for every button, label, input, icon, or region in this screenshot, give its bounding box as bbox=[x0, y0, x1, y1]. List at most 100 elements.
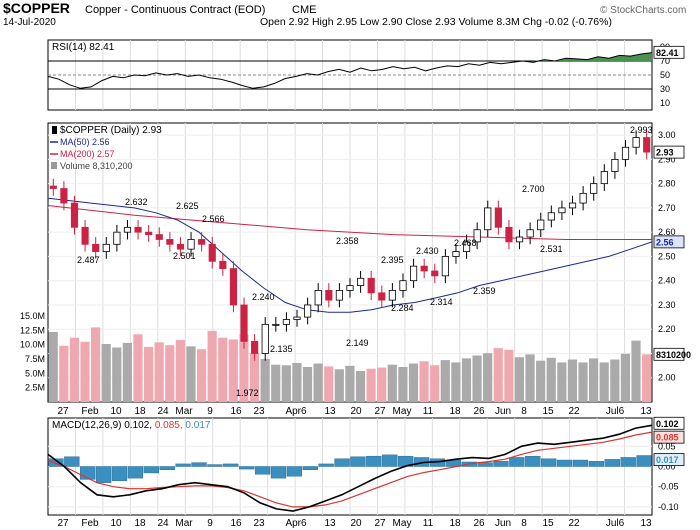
price-tick-label: 2.60 bbox=[658, 227, 676, 237]
macd-histogram-bar bbox=[302, 466, 318, 470]
candle-body bbox=[198, 239, 206, 245]
header-exchange: CME bbox=[292, 4, 316, 16]
candle-body bbox=[176, 243, 185, 250]
candle-body bbox=[70, 202, 79, 228]
header-svg: $COPPER Copper - Continuous Contract (EO… bbox=[3, 0, 686, 28]
volume-bar bbox=[504, 349, 514, 402]
volume-bar bbox=[218, 337, 228, 402]
x-axis-label-macd: 23 bbox=[253, 518, 265, 529]
price-annotation: 2.700 bbox=[522, 184, 545, 194]
candle-body bbox=[335, 289, 343, 301]
candle-body bbox=[558, 207, 566, 214]
macd-tick-label: 0.05 bbox=[658, 441, 676, 451]
macd-histogram-bar bbox=[556, 459, 573, 467]
volume-bar bbox=[249, 353, 260, 402]
price-tick-label: 2.00 bbox=[658, 373, 676, 383]
macd-histogram-bar bbox=[541, 458, 557, 467]
macd-title: MACD(12,26,9) 0.102, 0.085, 0.017 bbox=[52, 420, 211, 431]
price-annotation: 2.359 bbox=[473, 286, 496, 296]
candle-body bbox=[282, 319, 290, 325]
candle-body bbox=[123, 226, 132, 233]
volume-bar bbox=[196, 349, 207, 402]
candle-body bbox=[643, 137, 651, 153]
candle-body bbox=[494, 207, 502, 228]
volume-bar bbox=[143, 346, 154, 402]
macd-tick-label: -0.05 bbox=[658, 482, 679, 492]
x-axis-label-macd: 20 bbox=[350, 518, 362, 529]
candle-body bbox=[568, 202, 577, 209]
x-axis-label-price: 9 bbox=[207, 406, 213, 417]
candle-body bbox=[145, 231, 153, 236]
x-axis-label-price: 20 bbox=[350, 406, 362, 417]
price-tick-label: 2.30 bbox=[658, 300, 676, 310]
volume-bar bbox=[133, 334, 143, 402]
candle-body bbox=[92, 243, 100, 252]
ma50-last-tag: 2.56 bbox=[656, 237, 674, 247]
volume-bar bbox=[292, 362, 302, 402]
macd-histogram-bar bbox=[588, 461, 605, 467]
rsi-last-tag-box bbox=[653, 45, 685, 59]
candle-body bbox=[462, 241, 471, 252]
candle-body bbox=[155, 234, 163, 240]
macd-histogram-bar bbox=[350, 456, 366, 467]
volume-bar bbox=[430, 365, 440, 402]
macd-signal-line bbox=[47, 431, 653, 508]
macd-last-tag: 0.102 bbox=[656, 419, 679, 429]
x-axis-label-price: 15 bbox=[542, 406, 554, 417]
volume-bar bbox=[546, 357, 556, 402]
candle-body bbox=[49, 185, 57, 189]
x-axis-label-macd: 10 bbox=[110, 518, 122, 529]
header-brand: © StockCharts.com bbox=[600, 5, 686, 16]
x-axis-label-price: 26 bbox=[473, 406, 485, 417]
candle-body bbox=[526, 229, 534, 238]
x-axis-label-macd: 9 bbox=[207, 518, 213, 529]
rsi-tick-label: 30 bbox=[660, 84, 670, 94]
macd-histogram-bar bbox=[509, 457, 525, 467]
price-annotation: 2.993 bbox=[630, 125, 653, 135]
candle-body bbox=[166, 239, 174, 245]
price-annotation: 2.625 bbox=[176, 201, 199, 211]
x-axis-label-price: Jul6 bbox=[606, 406, 625, 417]
volume-bar bbox=[302, 366, 313, 402]
header-ohlc: Open 2.92 High 2.95 Low 2.90 Close 2.93 … bbox=[260, 16, 612, 28]
volume-bar bbox=[154, 342, 164, 402]
candle-body bbox=[134, 226, 142, 233]
candle-body bbox=[505, 226, 513, 243]
candle-body bbox=[452, 251, 460, 257]
volume-bar bbox=[345, 365, 355, 402]
x-axis-label-price: Jun bbox=[495, 406, 511, 417]
volume-bar bbox=[334, 369, 344, 402]
volume-bar bbox=[377, 367, 387, 402]
candle-body bbox=[621, 146, 630, 160]
x-axis-label-price: Mar bbox=[175, 406, 193, 417]
x-axis-label-macd: 11 bbox=[423, 518, 434, 529]
macd-title-value: MACD(12,26,9) 0.102, bbox=[52, 420, 155, 431]
candle-body bbox=[293, 316, 301, 320]
volume-tick-label: 2.5M bbox=[25, 383, 45, 393]
macd-histogram-bar bbox=[286, 466, 303, 477]
chart-header: $COPPER Copper - Continuous Contract (EO… bbox=[0, 0, 700, 28]
volume-bar bbox=[525, 354, 535, 402]
macd-histogram-bar bbox=[366, 455, 382, 467]
volume-bar bbox=[642, 354, 652, 402]
x-axis-label-macd: 8 bbox=[521, 518, 527, 529]
macd-histogram-bar bbox=[223, 463, 239, 467]
volume-bar bbox=[589, 358, 599, 402]
candle-body bbox=[590, 183, 598, 194]
candle-body bbox=[208, 243, 216, 262]
price-annotation: 2.135 bbox=[270, 344, 293, 354]
header-symbol: $COPPER bbox=[3, 0, 70, 16]
rsi-title: RSI(14) 82.41 bbox=[52, 42, 115, 53]
candle-body bbox=[409, 265, 418, 282]
volume-tick-label: 12.5M bbox=[20, 325, 45, 335]
charts-svg: RSI(14) 82.41907050301082.413.002.902.80… bbox=[20, 39, 691, 529]
macd-histogram-bar bbox=[572, 459, 589, 467]
candle-body bbox=[314, 289, 322, 306]
macd-histogram-bar bbox=[318, 463, 334, 467]
x-axis-label-macd: Feb bbox=[81, 518, 99, 529]
candle-body bbox=[240, 304, 248, 342]
candle-body bbox=[367, 277, 375, 294]
macd-histogram-bar bbox=[254, 466, 271, 475]
legend-ma50: MA(50) 2.56 bbox=[60, 137, 110, 147]
volume-bar bbox=[567, 359, 578, 402]
